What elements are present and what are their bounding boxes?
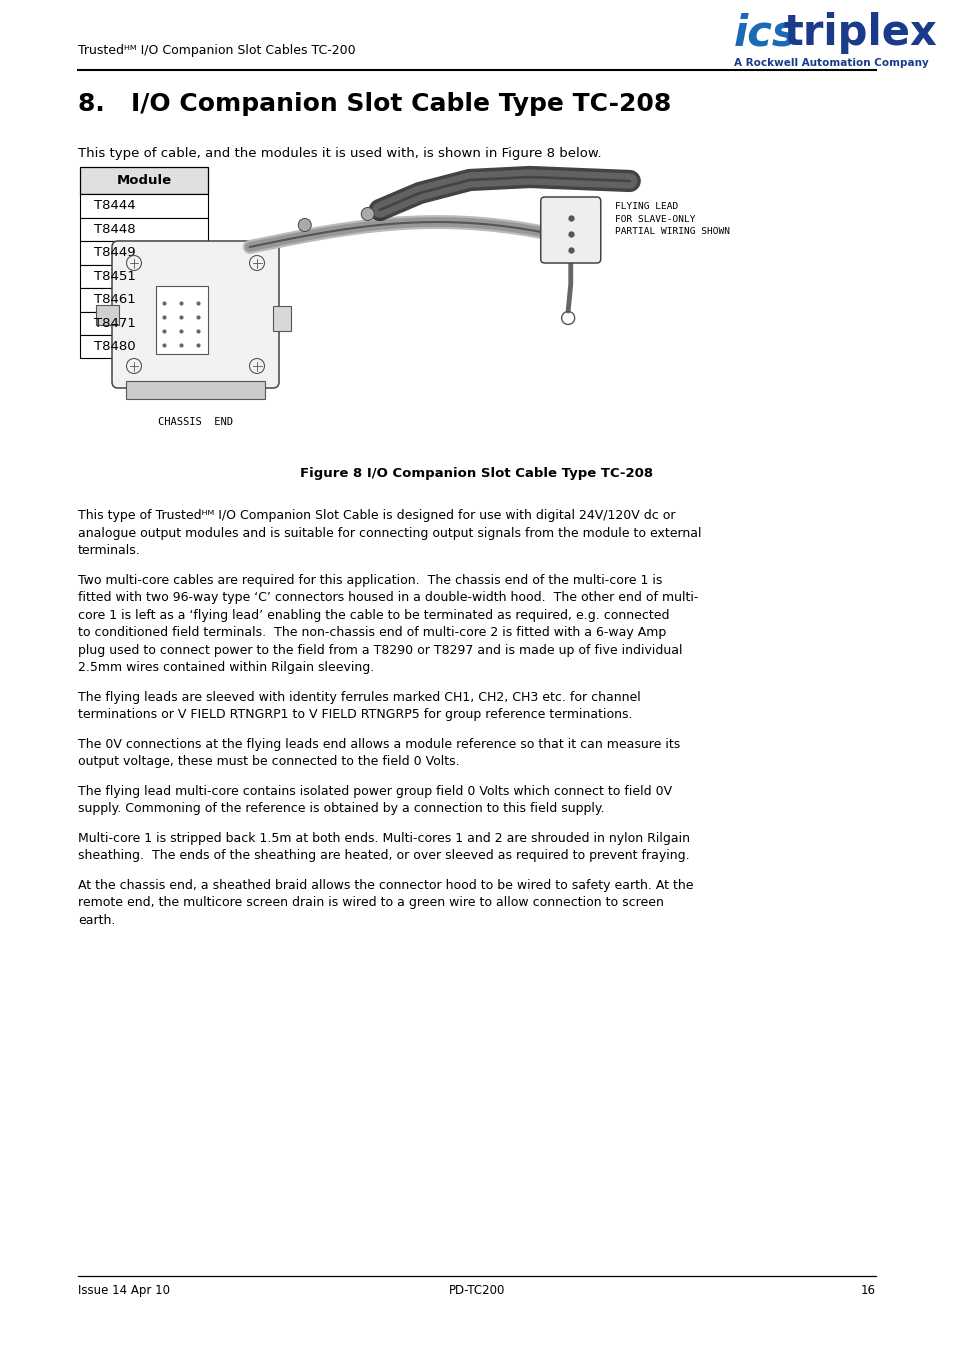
Text: plug used to connect power to the field from a T8290 or T8297 and is made up of : plug used to connect power to the field … — [78, 643, 681, 657]
Bar — [80, 288, 208, 312]
Text: FLYING LEAD
FOR SLAVE-ONLY
PARTIAL WIRING SHOWN: FLYING LEAD FOR SLAVE-ONLY PARTIAL WIRIN… — [614, 203, 729, 236]
Text: T8449: T8449 — [94, 246, 135, 259]
Text: remote end, the multicore screen drain is wired to a green wire to allow connect: remote end, the multicore screen drain i… — [78, 896, 663, 909]
Text: analogue output modules and is suitable for connecting output signals from the m: analogue output modules and is suitable … — [78, 527, 700, 539]
Text: Two multi-core cables are required for this application.  The chassis end of the: Two multi-core cables are required for t… — [78, 574, 661, 586]
Text: The flying lead multi-core contains isolated power group field 0 Volts which con: The flying lead multi-core contains isol… — [78, 785, 672, 797]
FancyBboxPatch shape — [112, 240, 278, 388]
Text: This type of Trustedᴴᴹ I/O Companion Slot Cable is designed for use with digital: This type of Trustedᴴᴹ I/O Companion Slo… — [78, 509, 675, 521]
Text: T8471: T8471 — [94, 316, 135, 330]
Text: The flying leads are sleeved with identity ferrules marked CH1, CH2, CH3 etc. fo: The flying leads are sleeved with identi… — [78, 690, 640, 704]
Bar — [273, 305, 291, 331]
Text: terminations or V FIELD RTNGRP1 to V FIELD RTNGRP5 for group reference terminati: terminations or V FIELD RTNGRP1 to V FIE… — [78, 708, 632, 721]
Bar — [156, 286, 208, 354]
Text: supply. Commoning of the reference is obtained by a connection to this field sup: supply. Commoning of the reference is ob… — [78, 802, 604, 815]
Bar — [80, 312, 208, 335]
Text: Module: Module — [116, 174, 172, 186]
Text: Figure 8 I/O Companion Slot Cable Type TC-208: Figure 8 I/O Companion Slot Cable Type T… — [300, 467, 653, 480]
Text: This type of cable, and the modules it is used with, is shown in Figure 8 below.: This type of cable, and the modules it i… — [78, 147, 601, 159]
Text: core 1 is left as a ‘flying lead’ enabling the cable to be terminated as require: core 1 is left as a ‘flying lead’ enabli… — [78, 608, 669, 621]
Text: Multi-core 1 is stripped back 1.5m at both ends. Multi-cores 1 and 2 are shroude: Multi-core 1 is stripped back 1.5m at bo… — [78, 831, 689, 844]
Text: CHASSIS  END: CHASSIS END — [158, 417, 233, 427]
Text: T8461: T8461 — [94, 293, 135, 307]
Bar — [80, 218, 208, 240]
Text: terminals.: terminals. — [78, 544, 141, 557]
Text: earth.: earth. — [78, 913, 115, 927]
Text: 16: 16 — [861, 1283, 875, 1297]
Text: Issue 14 Apr 10: Issue 14 Apr 10 — [78, 1283, 170, 1297]
Text: output voltage, these must be connected to the field 0 Volts.: output voltage, these must be connected … — [78, 755, 459, 767]
Text: A Rockwell Automation Company: A Rockwell Automation Company — [733, 58, 928, 68]
Text: 2.5mm wires contained within Rilgain sleeving.: 2.5mm wires contained within Rilgain sle… — [78, 661, 374, 674]
Bar — [80, 265, 208, 288]
Text: T8480: T8480 — [94, 340, 135, 353]
Bar — [80, 168, 208, 195]
Text: T8444: T8444 — [94, 199, 135, 212]
Text: triplex: triplex — [783, 12, 937, 54]
Bar — [80, 240, 208, 265]
Text: ics: ics — [733, 12, 797, 54]
Bar — [96, 304, 119, 324]
Text: At the chassis end, a sheathed braid allows the connector hood to be wired to sa: At the chassis end, a sheathed braid all… — [78, 878, 693, 892]
Text: T8451: T8451 — [94, 270, 135, 282]
Bar — [80, 195, 208, 218]
Bar — [126, 381, 265, 399]
Text: fitted with two 96-way type ‘C’ connectors housed in a double-width hood.  The o: fitted with two 96-way type ‘C’ connecto… — [78, 590, 698, 604]
Text: sheathing.  The ends of the sheathing are heated, or over sleeved as required to: sheathing. The ends of the sheathing are… — [78, 848, 689, 862]
FancyBboxPatch shape — [540, 197, 600, 263]
Text: The 0V connections at the flying leads end allows a module reference so that it : The 0V connections at the flying leads e… — [78, 738, 679, 751]
Circle shape — [298, 219, 311, 231]
Text: Trustedᴴᴹ I/O Companion Slot Cables TC-200: Trustedᴴᴹ I/O Companion Slot Cables TC-2… — [78, 45, 355, 57]
Text: to conditioned field terminals.  The non-chassis end of multi-core 2 is fitted w: to conditioned field terminals. The non-… — [78, 626, 665, 639]
Bar — [80, 335, 208, 358]
Text: PD-TC200: PD-TC200 — [448, 1283, 505, 1297]
Text: T8448: T8448 — [94, 223, 135, 236]
Circle shape — [361, 208, 374, 220]
Text: 8.   I/O Companion Slot Cable Type TC-208: 8. I/O Companion Slot Cable Type TC-208 — [78, 92, 671, 116]
